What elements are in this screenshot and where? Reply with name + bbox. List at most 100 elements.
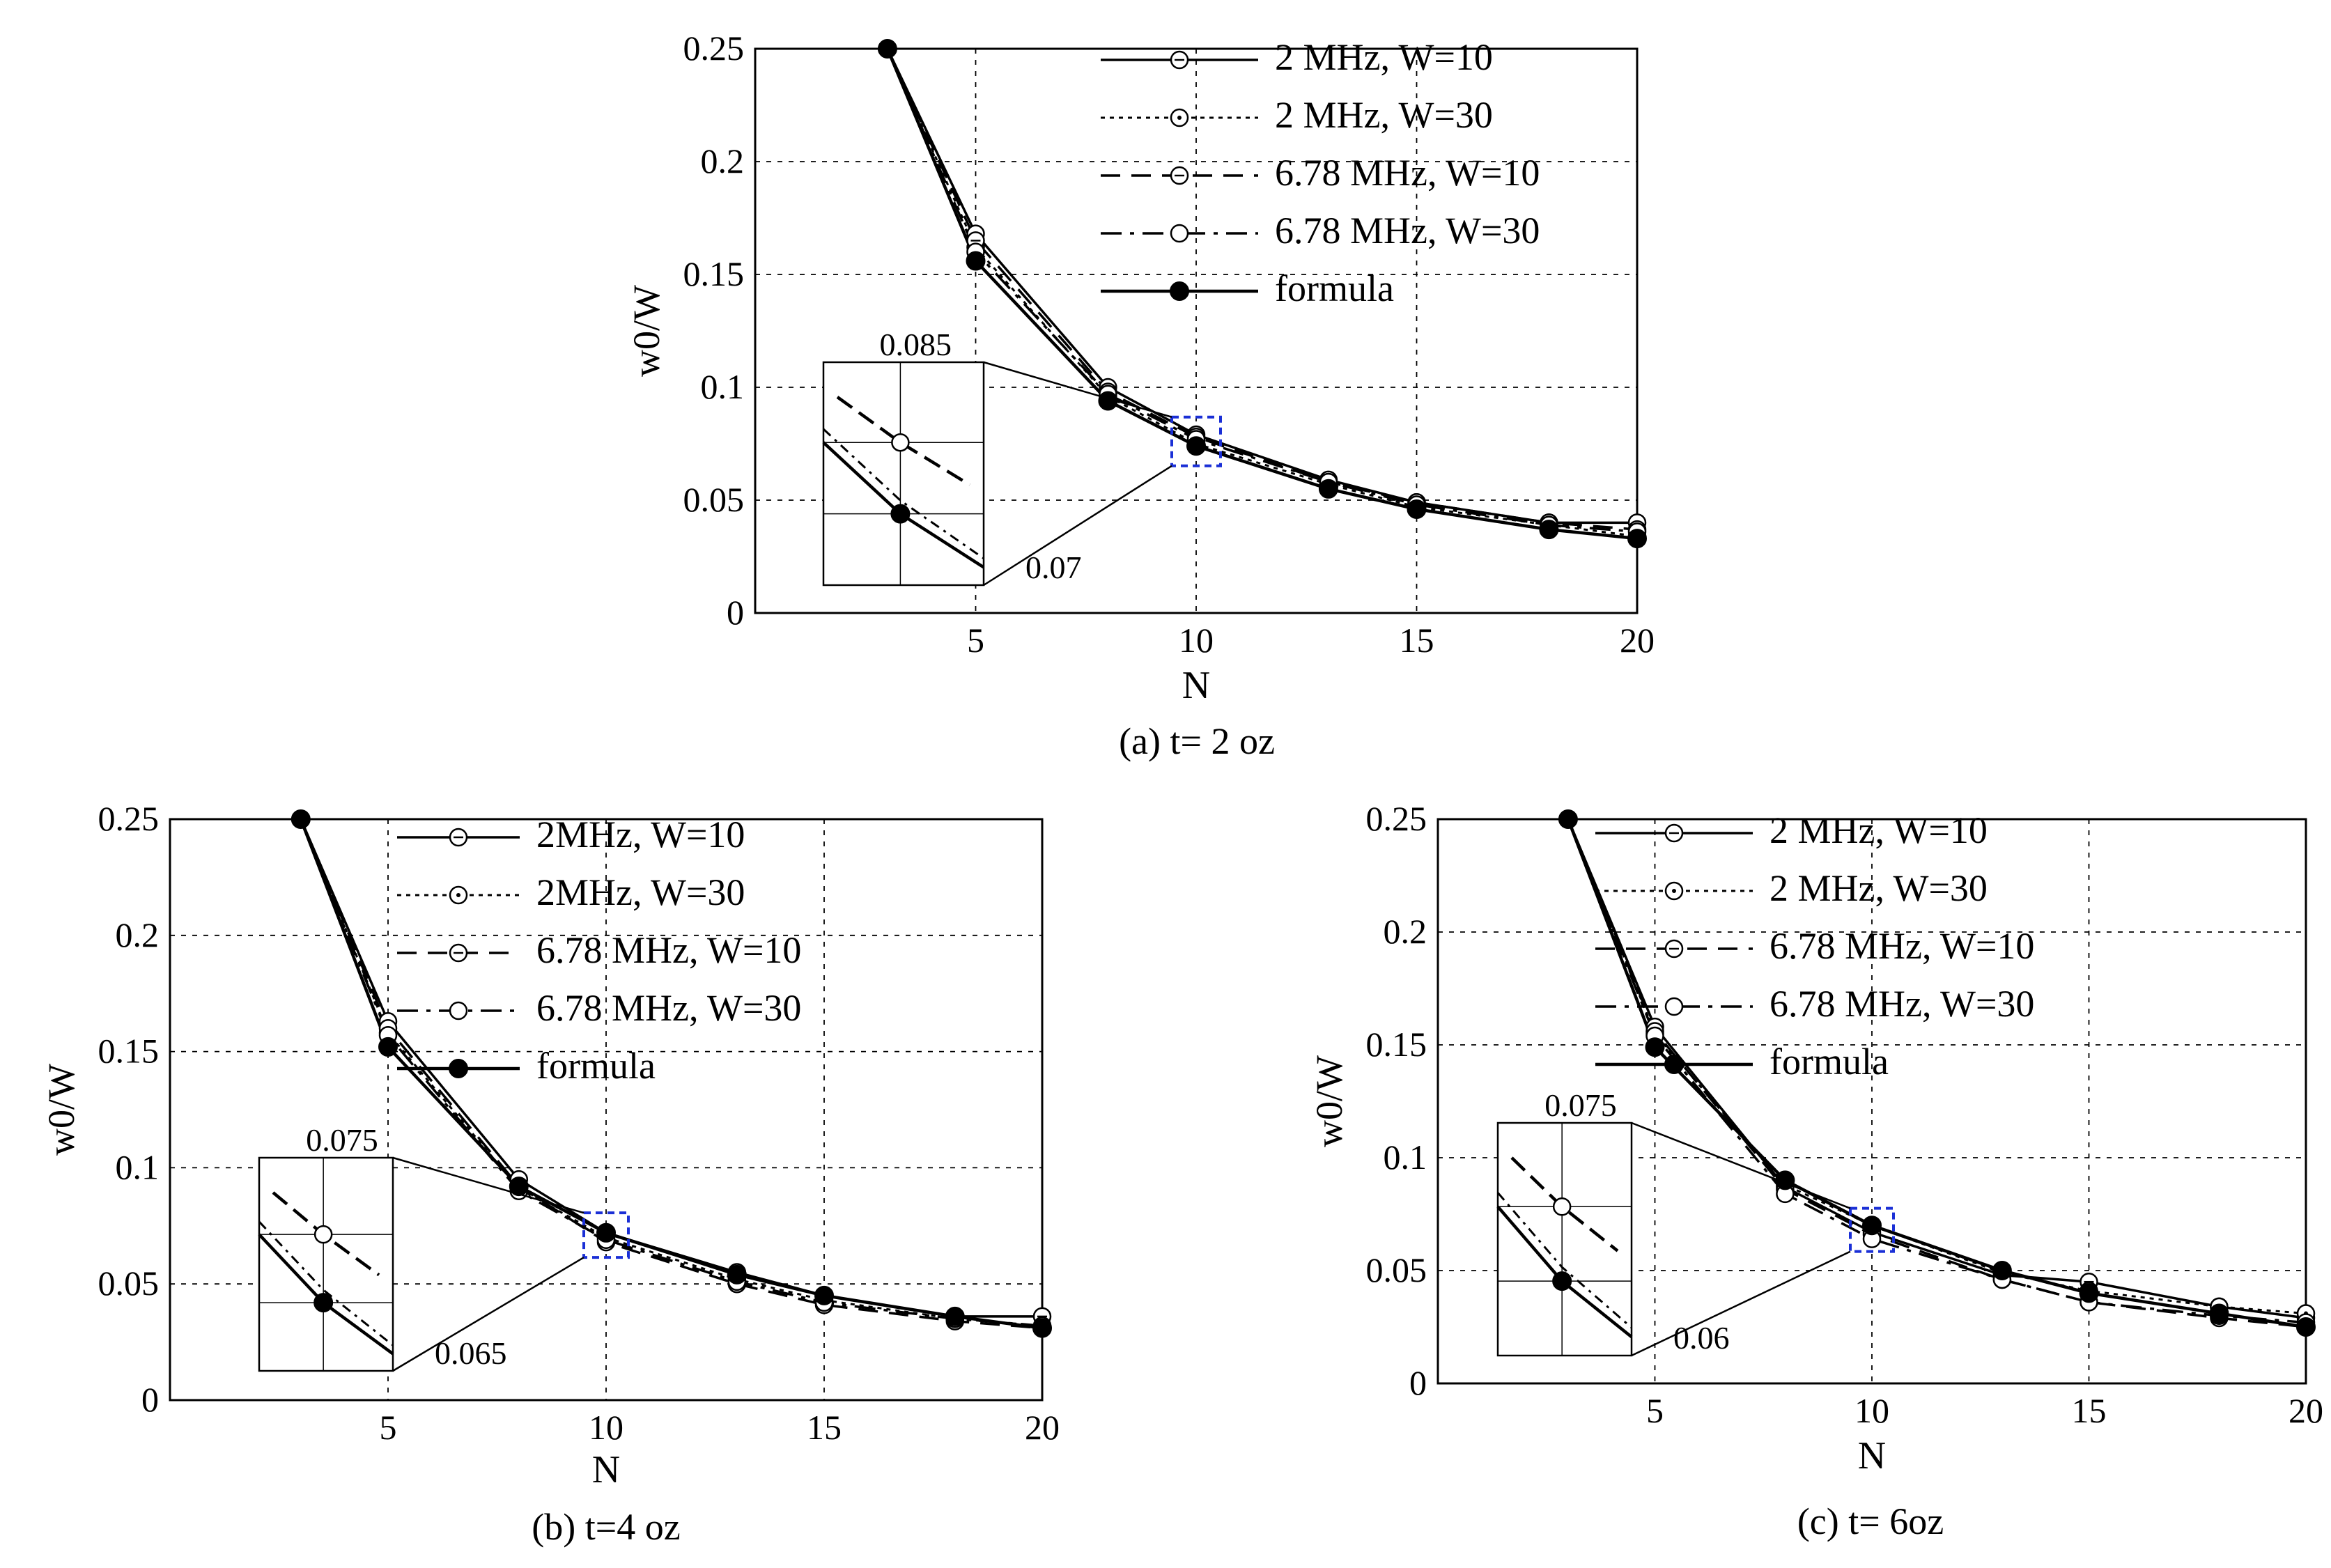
legend: 2 MHz, W=10 2 MHz, W=30 6.78 MHz, W=10 6.78… (1595, 809, 2034, 1082)
inset-marker (891, 433, 910, 452)
zoom-inset (258, 1156, 394, 1372)
legend-marker (1664, 997, 1684, 1016)
data-point (291, 809, 311, 829)
legend: 2MHz, W=10 2MHz, W=30 6.78 MHz, W=10 6.78 M… (397, 814, 801, 1087)
inset-curve (822, 428, 984, 559)
zoom-inset-frame (1496, 1121, 1633, 1357)
series-line (300, 818, 1043, 1327)
y-tick-label: 0.05 (683, 480, 745, 519)
legend-label: 6.78 MHz, W=10 (536, 929, 801, 971)
inset-curve (258, 1220, 394, 1346)
data-point (1539, 520, 1559, 540)
inset-marker (313, 1225, 333, 1244)
legend-label: formula (1769, 1041, 1889, 1082)
data-point (945, 1306, 965, 1326)
x-tick-label: 5 (1646, 1391, 1664, 1430)
legend-label: formula (1275, 267, 1394, 309)
series-line (886, 48, 1638, 534)
inset-label-bottom: 0.06 (1673, 1320, 1730, 1356)
legend-label: 6.78 MHz, W=10 (1275, 152, 1540, 194)
x-tick-label: 15 (1400, 621, 1434, 660)
legend-marker (449, 1001, 468, 1020)
legend-marker-dot (1672, 889, 1676, 893)
data-point (1558, 809, 1578, 829)
x-tick-label: 20 (2289, 1391, 2323, 1430)
y-axis-label: w0/W (1308, 1055, 1350, 1147)
data-point (814, 1285, 834, 1305)
y-tick-label: 0 (141, 1380, 159, 1419)
x-tick-label: 15 (807, 1408, 842, 1447)
inset-marker (1552, 1197, 1572, 1216)
series-markers-5 (877, 39, 1647, 549)
data-point (1645, 1037, 1665, 1057)
data-point (1032, 1318, 1052, 1338)
series-5 (885, 48, 1638, 541)
legend: 2 MHz, W=10 2 MHz, W=30 6.78 MHz, W=10 6.78… (1101, 36, 1540, 309)
y-tick-label: 0 (727, 593, 744, 632)
data-point (509, 1177, 529, 1197)
series-line (885, 48, 1638, 541)
y-tick-label: 0 (1409, 1363, 1427, 1402)
y-tick-label: 0.2 (116, 915, 160, 954)
data-point (2209, 1303, 2229, 1324)
data-point (1627, 529, 1647, 549)
x-tick-label: 20 (1620, 621, 1655, 660)
legend-marker-dot (1177, 116, 1182, 120)
data-point (1407, 499, 1427, 519)
data-point (378, 1037, 398, 1057)
series-2 (300, 818, 1043, 1327)
data-point (2296, 1317, 2316, 1337)
series-line (886, 48, 1637, 525)
y-axis-label: w0/W (40, 1064, 82, 1156)
zoom-inset (1496, 1121, 1633, 1357)
data-point (1318, 479, 1338, 499)
series-5 (299, 818, 1043, 1330)
zoom-connector (1631, 1121, 1851, 1209)
series-markers-5 (291, 809, 1052, 1338)
series-4 (886, 48, 1638, 534)
x-tick-label: 10 (589, 1408, 624, 1447)
zoom-box (1170, 415, 1222, 467)
legend-label: 2 MHz, W=10 (1769, 809, 1988, 851)
y-tick-label: 0.2 (1384, 912, 1427, 951)
legend-label: 6.78 MHz, W=30 (1275, 210, 1540, 251)
inset-marker (890, 504, 911, 524)
data-point (596, 1222, 616, 1243)
inset-label-bottom: 0.07 (1025, 550, 1082, 585)
x-tick-label: 15 (2072, 1391, 2107, 1430)
legend-label: formula (536, 1045, 656, 1087)
y-tick-label: 0.15 (683, 254, 745, 293)
zoom-box (1849, 1206, 1895, 1253)
legend-label: 2 MHz, W=30 (1275, 94, 1493, 136)
x-tick-label: 5 (380, 1408, 397, 1447)
legend-marker (1170, 224, 1189, 243)
zoom-connector (983, 465, 1172, 587)
legend-marker (1664, 1055, 1684, 1074)
y-tick-label: 0.25 (98, 799, 160, 838)
inset-curve (1496, 1192, 1632, 1329)
series-line (1567, 818, 2307, 1319)
inset-label-top: 0.075 (1544, 1087, 1617, 1123)
series-markers-5 (1558, 809, 2316, 1337)
x-tick-label: 10 (1854, 1391, 1889, 1430)
chart-panel-c: 0 0.05 0.1 0.15 0.2 0.25 5 10 15 20 Nw0/W (c) t= 6o… (1308, 799, 2323, 1542)
zoom-inset-frame (258, 1156, 394, 1372)
legend-label: 6.78 MHz, W=30 (536, 987, 801, 1029)
x-axis-label: N (592, 1448, 620, 1491)
zoom-box (582, 1211, 630, 1259)
legend-label: 6.78 MHz, W=30 (1769, 983, 2034, 1025)
chart-panel-a: 0 0.05 0.1 0.15 0.2 0.25 5 10 15 20 Nw0/W (a) t= 2 … (626, 29, 1655, 762)
legend-label: 2 MHz, W=10 (1275, 36, 1493, 78)
y-tick-label: 0.2 (701, 141, 745, 180)
legend-marker-dot (456, 893, 460, 897)
legend-marker (449, 1059, 468, 1078)
zoom-inset (822, 361, 985, 587)
figure-caption: (a) t= 2 oz (1119, 720, 1275, 762)
chart-panel-b: 0 0.05 0.1 0.15 0.2 0.25 5 10 15 20 Nw0/W (b) t=4 o… (40, 799, 1060, 1548)
y-tick-label: 0.25 (1366, 799, 1427, 838)
y-axis-label: w0/W (626, 285, 667, 377)
data-point (2079, 1283, 2099, 1303)
zoom-connector (1631, 1250, 1851, 1357)
y-tick-label: 0.15 (98, 1032, 160, 1071)
